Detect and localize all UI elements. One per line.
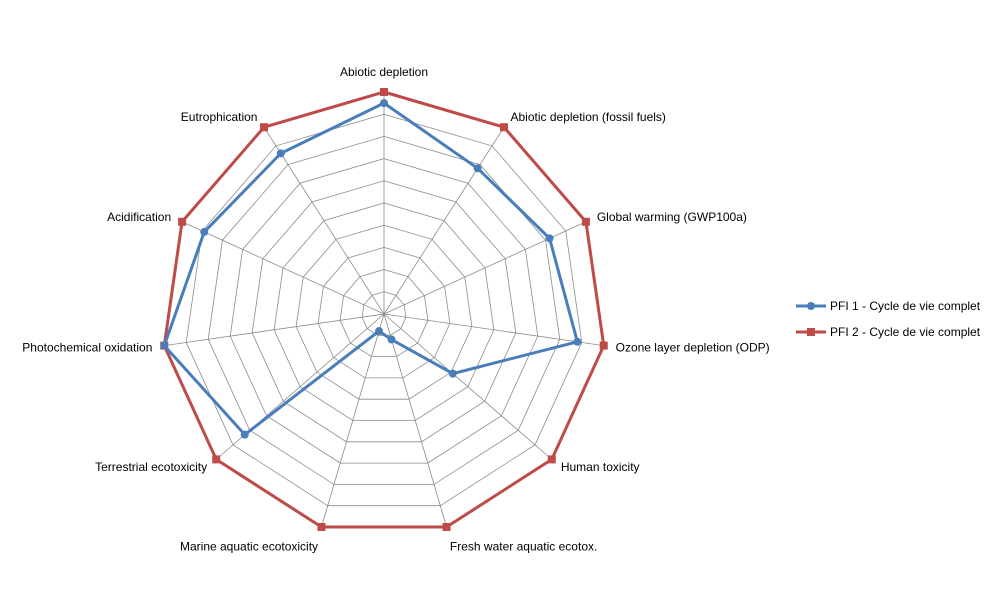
grid-ring	[207, 135, 561, 485]
category-label: Eutrophication	[181, 110, 258, 124]
category-label: Human toxicity	[561, 460, 640, 474]
grid-spoke	[383, 127, 505, 315]
grid-spoke	[181, 221, 385, 315]
series-1-point	[160, 341, 169, 350]
grid-spoke	[383, 313, 604, 346]
series-1-point	[240, 430, 249, 439]
series-1-point	[545, 234, 554, 243]
series-1-point	[375, 327, 383, 336]
category-label: Global warming (GWP100a)	[597, 210, 747, 224]
series-2-point	[500, 123, 509, 132]
series-2-point	[259, 123, 268, 132]
grid-ring	[317, 246, 451, 379]
legend-item-pfi2: PFI 2 - Cycle de vie complet	[796, 319, 980, 345]
grid-spoke	[383, 313, 447, 528]
category-label: Photochemical oxidation	[22, 340, 152, 354]
series-2-point	[212, 455, 221, 464]
series-2-point	[178, 217, 187, 226]
legend: PFI 1 - Cycle de vie complet PFI 2 - Cyc…	[796, 293, 980, 345]
series-1-point	[387, 335, 396, 344]
series-line-2	[162, 90, 606, 529]
grid-ring	[185, 113, 583, 507]
series-line-1	[162, 101, 579, 437]
series-2-point	[317, 523, 326, 532]
series-2-point	[581, 217, 590, 226]
category-label: Ozone layer depletion (ODP)	[616, 340, 770, 354]
grid-ring	[295, 224, 473, 400]
series-1-point	[473, 164, 482, 173]
legend-label-pfi2: PFI 2 - Cycle de vie complet	[830, 325, 981, 339]
radar-series	[160, 88, 608, 532]
grid-spoke	[383, 313, 553, 460]
category-labels: Abiotic depletion Abiotic depletion (foss…	[22, 65, 769, 554]
radar-grid	[163, 91, 605, 528]
legend-swatch-pfi1	[796, 302, 826, 310]
legend-item-pfi1: PFI 1 - Cycle de vie complet	[796, 293, 980, 319]
category-label: Fresh water aquatic ecotox.	[450, 540, 597, 554]
series-1-point	[573, 337, 582, 346]
series-2-point	[380, 88, 388, 96]
grid-ring	[229, 158, 539, 464]
grid-ring	[251, 180, 517, 443]
series-1-point	[380, 99, 388, 108]
category-label: Terrestrial ecotoxicity	[95, 460, 207, 474]
series-2-point	[442, 523, 451, 532]
series-1-point	[200, 227, 209, 236]
series-2-point	[599, 341, 608, 350]
grid-spoke	[263, 127, 385, 315]
category-label: Acidification	[107, 210, 171, 224]
grid-spoke	[321, 313, 385, 528]
grid-ring	[273, 202, 495, 421]
legend-swatch-pfi2	[796, 328, 826, 336]
series-1-point	[448, 369, 457, 378]
legend-label-pfi1: PFI 1 - Cycle de vie complet	[830, 299, 981, 313]
category-label: Abiotic depletion	[340, 65, 428, 79]
category-label: Abiotic depletion (fossil fuels)	[511, 110, 666, 124]
category-label: Marine aquatic ecotoxicity	[180, 540, 318, 554]
series-1-point	[276, 149, 285, 158]
grid-spoke	[164, 313, 385, 346]
grid-ring	[339, 269, 429, 358]
series-2-point	[547, 455, 556, 464]
